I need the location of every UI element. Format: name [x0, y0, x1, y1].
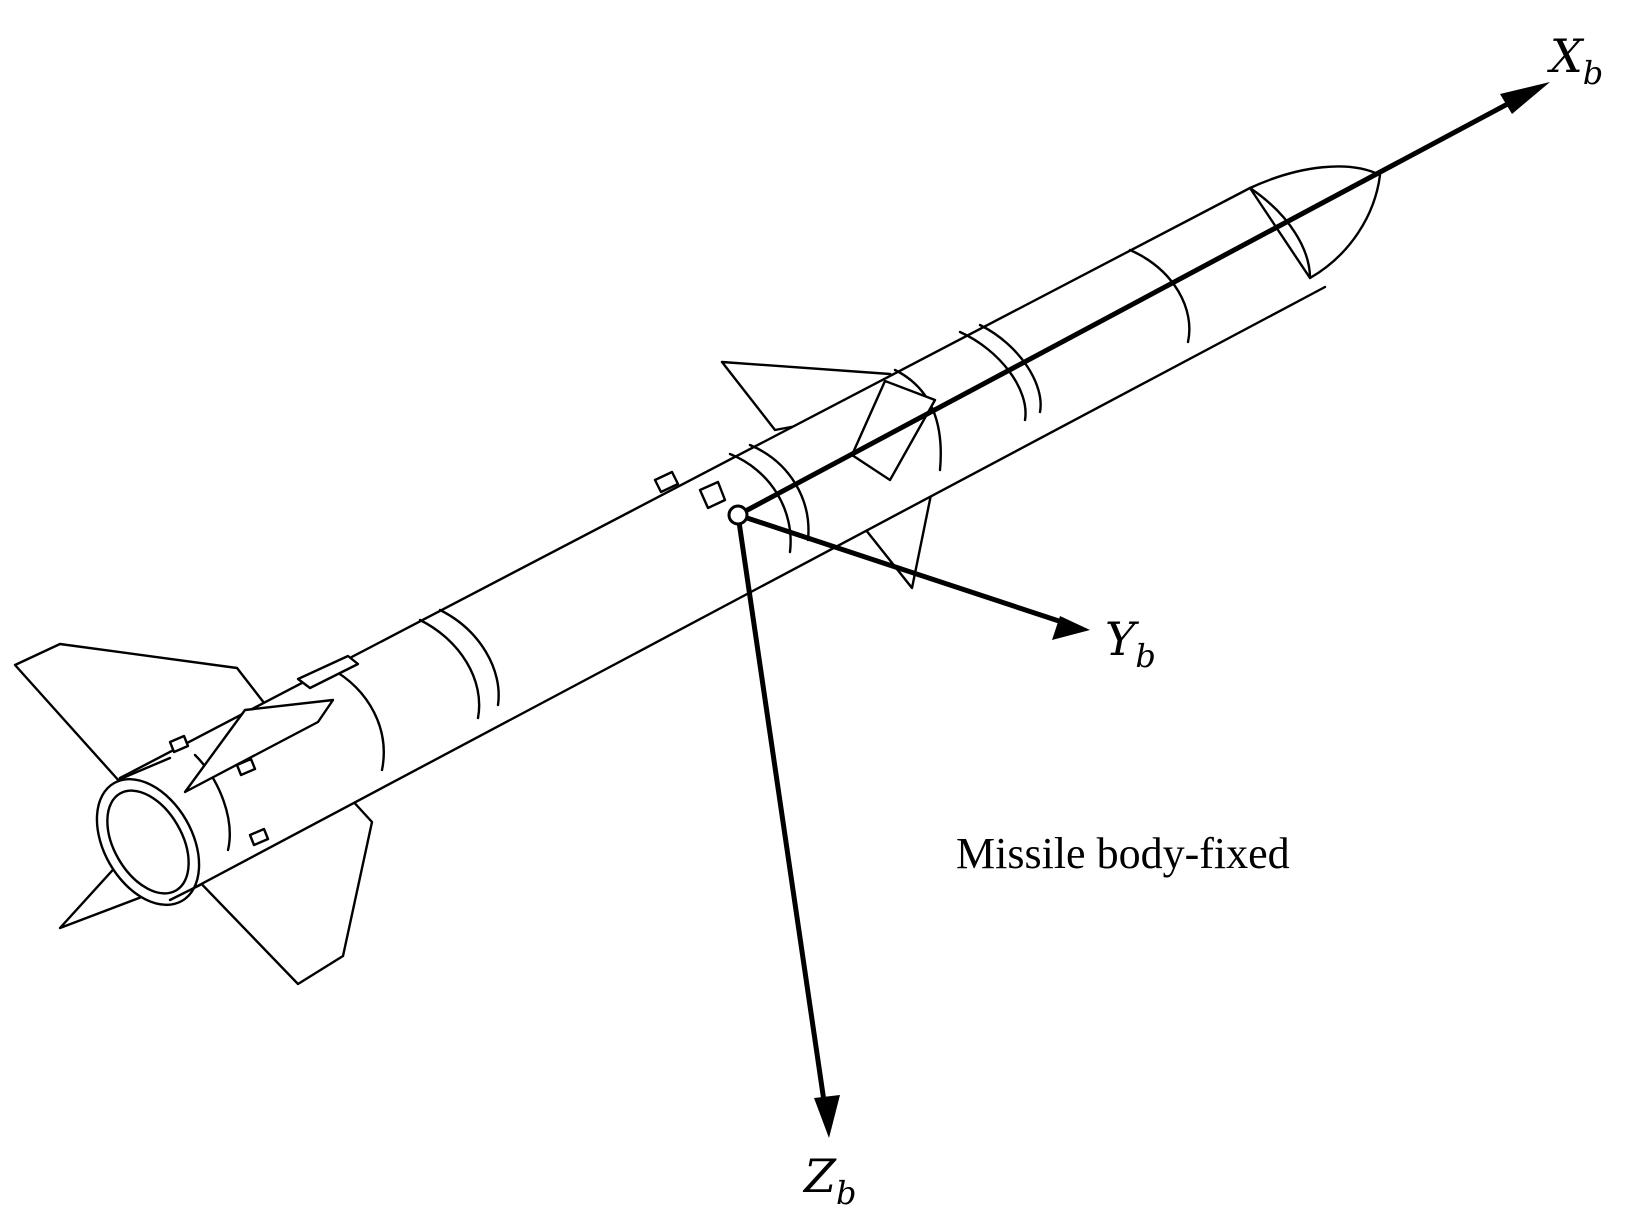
y-axis-label: Yb — [1105, 612, 1156, 675]
missile-body — [118, 186, 1327, 892]
rear-fin-front — [183, 698, 335, 794]
x-axis — [735, 82, 1550, 518]
nozzle — [95, 756, 202, 907]
y-axis — [735, 512, 1090, 640]
diagram-caption: Missile body-fixed — [956, 829, 1290, 878]
z-axis — [735, 512, 840, 1138]
body-lugs — [168, 470, 727, 847]
axes-origin — [727, 504, 749, 526]
z-axis-label: Zb — [802, 1149, 856, 1212]
nose-cone — [1248, 165, 1382, 280]
x-axis-label: Xb — [1547, 29, 1603, 92]
